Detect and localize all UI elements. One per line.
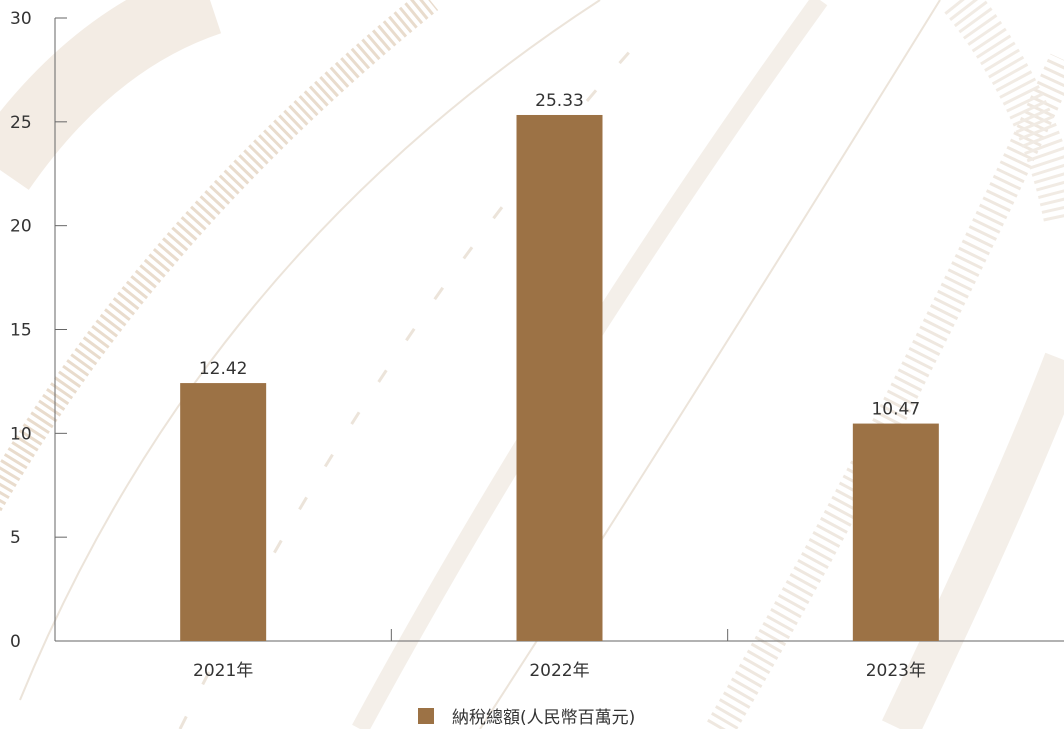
- x-category-label: 2022年: [529, 661, 589, 681]
- legend: 納稅總額(人民幣百萬元): [418, 708, 635, 728]
- x-category-label: 2021年: [193, 661, 253, 681]
- y-tick-label: 15: [10, 321, 32, 341]
- legend-label: 納稅總額(人民幣百萬元): [452, 708, 635, 728]
- bar: [852, 423, 939, 641]
- y-tick-label: 5: [10, 528, 21, 548]
- y-tick-label: 30: [10, 9, 32, 29]
- y-tick-label: 25: [10, 113, 32, 133]
- bar-value-label: 25.33: [535, 91, 584, 111]
- y-axis: 0 5 10 15 20 25 30: [10, 9, 67, 652]
- bar-value-label: 12.42: [199, 359, 248, 379]
- legend-swatch: [418, 708, 434, 724]
- x-category-label: 2023年: [866, 661, 926, 681]
- bar: [516, 114, 603, 641]
- y-tick-label: 10: [10, 424, 32, 444]
- bar: [180, 383, 267, 641]
- bars: 12.42 25.33 10.47: [180, 91, 939, 641]
- y-tick-label: 0: [10, 632, 21, 652]
- y-tick-label: 20: [10, 217, 32, 237]
- bar-value-label: 10.47: [871, 400, 920, 420]
